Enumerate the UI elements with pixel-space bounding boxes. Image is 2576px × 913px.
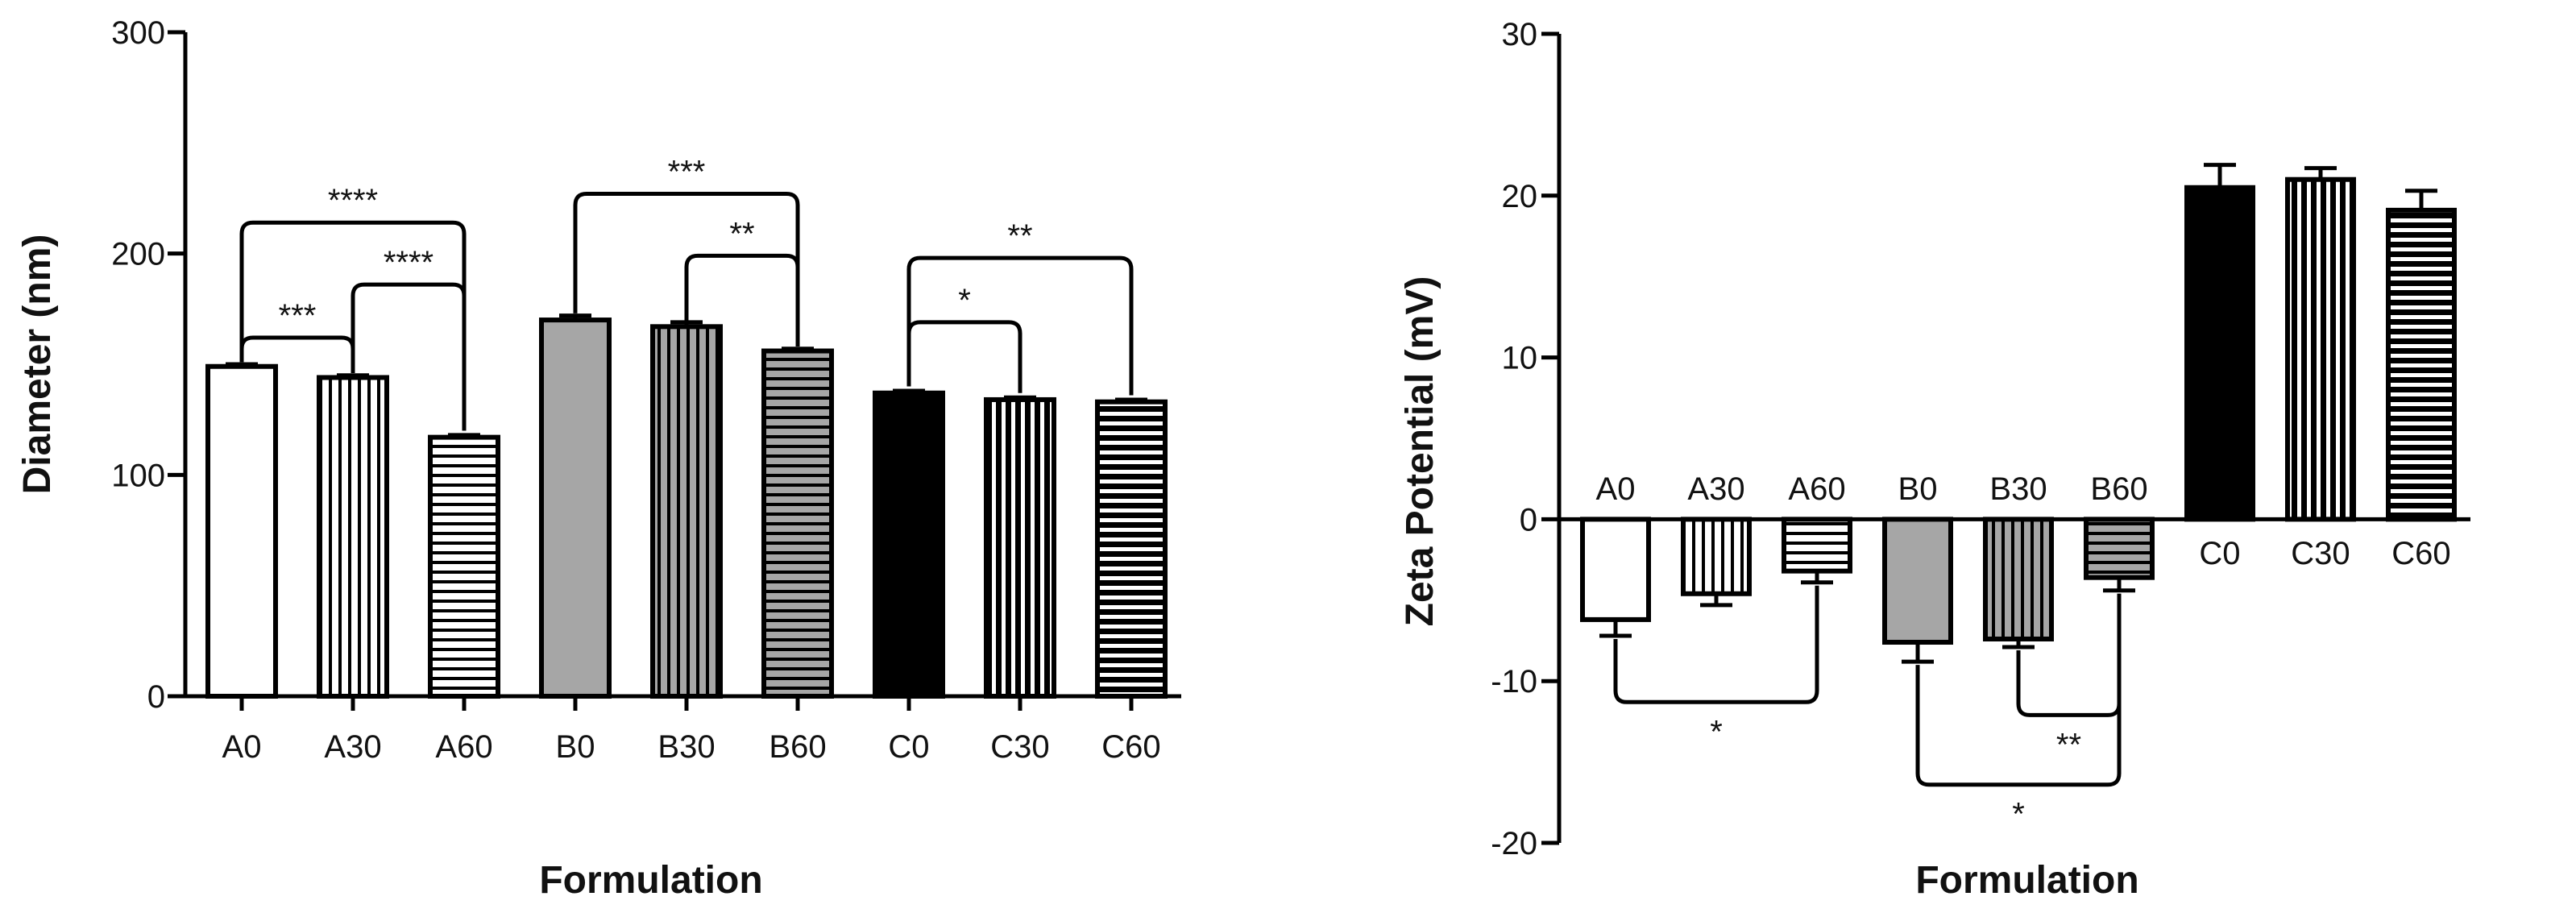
x-tick-label: B60	[2090, 471, 2147, 507]
significance-label: **	[1007, 218, 1032, 254]
x-axis-title: Formulation	[1915, 859, 2138, 902]
y-tick-label: 20	[1502, 179, 1538, 214]
y-tick-label: 0	[1520, 502, 1537, 537]
significance-label: ****	[384, 245, 433, 280]
bar-a30	[1681, 517, 1752, 596]
x-tick-label: B0	[556, 729, 595, 765]
significance-label: **	[729, 216, 754, 251]
x-tick-label: C0	[2199, 536, 2240, 571]
significance-label: ****	[328, 183, 378, 218]
x-tick-label: C60	[1101, 729, 1160, 765]
significance-label: *	[2012, 797, 2025, 832]
x-tick-label: A0	[222, 729, 262, 765]
bar-a0	[1580, 517, 1651, 622]
y-tick-label: 200	[111, 237, 165, 272]
significance-bracket	[573, 192, 800, 347]
bar-b60	[761, 348, 834, 699]
bar-c60	[1095, 399, 1168, 699]
x-tick-label: A60	[435, 729, 492, 765]
significance-label: *	[958, 283, 971, 318]
significance-bracket	[1915, 593, 2122, 787]
x-tick-label: B0	[1898, 471, 1938, 507]
significance-bracket	[906, 255, 1134, 396]
y-axis-title: Zeta Potential (mV)	[1399, 276, 1441, 627]
x-tick-label: C60	[2391, 536, 2450, 571]
x-tick-label: B60	[769, 729, 826, 765]
significance-label: **	[2056, 727, 2081, 762]
x-tick-label: A60	[1788, 471, 1845, 507]
bar-c0	[873, 390, 945, 699]
significance-label: ***	[668, 155, 706, 190]
y-tick-label: 100	[111, 458, 165, 493]
bar-b60	[2084, 517, 2155, 580]
significance-label: *	[1710, 714, 1723, 749]
bar-a0	[205, 363, 278, 699]
bar-c30	[984, 396, 1056, 699]
bar-a30	[317, 375, 389, 699]
bar-a60	[1782, 517, 1852, 574]
bar-b0	[1882, 517, 1953, 645]
bar-c60	[2386, 207, 2457, 522]
y-tick-label: 10	[1502, 341, 1538, 376]
bar-b0	[539, 317, 612, 699]
y-tick-label: 30	[1502, 17, 1538, 52]
x-tick-label: A0	[1596, 471, 1636, 507]
bar-b30	[1983, 517, 2054, 641]
x-tick-label: B30	[657, 729, 715, 765]
significance-bracket	[906, 320, 1023, 393]
y-axis-title: Diameter (nm)	[16, 234, 59, 495]
x-tick-label: A30	[1687, 471, 1744, 507]
y-tick-label: 300	[111, 15, 165, 51]
significance-bracket	[239, 220, 467, 431]
significance-label: ***	[279, 298, 317, 334]
y-tick-label: -10	[1491, 664, 1537, 699]
y-tick-label: 0	[147, 679, 165, 715]
x-tick-label: A30	[324, 729, 381, 765]
y-tick-label: -20	[1491, 826, 1537, 861]
x-tick-label: C0	[888, 729, 929, 765]
x-tick-label: C30	[990, 729, 1049, 765]
bar-b30	[650, 324, 723, 699]
bar-c30	[2285, 176, 2356, 522]
x-tick-label: C30	[2291, 536, 2350, 571]
bar-c0	[2184, 185, 2255, 522]
significance-bracket	[1613, 585, 1819, 704]
x-tick-label: B30	[1989, 471, 2047, 507]
bar-a60	[428, 434, 500, 699]
x-axis-title: Formulation	[539, 859, 762, 902]
